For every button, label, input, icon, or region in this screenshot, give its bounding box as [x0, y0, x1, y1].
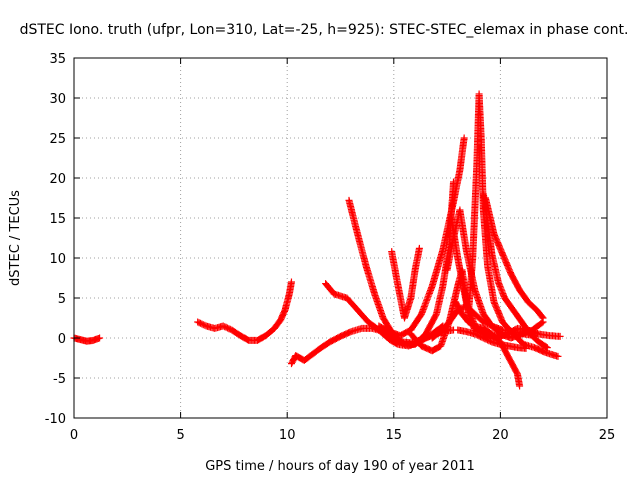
- series-arc-16: [454, 326, 530, 352]
- series-markers: [375, 134, 468, 340]
- x-tick-label: 25: [599, 428, 616, 443]
- y-tick-label: -5: [53, 372, 66, 387]
- series-arc-7: [375, 134, 468, 340]
- series-markers: [388, 244, 423, 322]
- data-series: [70, 90, 564, 390]
- plot-frame: [73, 57, 608, 419]
- y-tick-label: -10: [45, 412, 66, 427]
- series-markers: [482, 194, 547, 322]
- series-arc-1: [70, 334, 104, 345]
- chart-title: dSTEC Iono. truth (ufpr, Lon=310, Lat=-2…: [20, 22, 629, 38]
- series-arc-14: [482, 194, 547, 322]
- series-markers: [70, 334, 104, 345]
- y-tick-label: 30: [49, 92, 66, 107]
- x-axis-title: GPS time / hours of day 190 of year 2011: [205, 459, 475, 474]
- y-tick-label: 25: [49, 132, 66, 147]
- series-markers: [345, 196, 457, 347]
- x-tick-label: 20: [492, 428, 509, 443]
- x-tick-label: 10: [279, 428, 296, 443]
- y-tick-label: 35: [49, 52, 66, 67]
- series-arc-15: [428, 302, 547, 342]
- series-markers: [454, 326, 530, 352]
- series-arc-5: [345, 196, 457, 347]
- x-tick-label: 0: [70, 428, 78, 443]
- series-arc-2: [194, 278, 295, 344]
- grid: [74, 58, 607, 418]
- axis-ticks: 0 5 10 15 20 25 -10 -5 0 5 10 15 20 25 30 35: [45, 52, 616, 443]
- series-arc-6: [388, 244, 423, 322]
- series-markers: [428, 302, 547, 342]
- y-tick-label: 15: [49, 212, 66, 227]
- y-tick-label: 5: [58, 292, 66, 307]
- series-markers: [194, 278, 295, 344]
- y-tick-label: 0: [58, 332, 66, 347]
- y-axis-title: dSTEC / TECUs: [8, 190, 23, 286]
- y-tick-label: 10: [49, 252, 66, 267]
- x-tick-label: 15: [386, 428, 403, 443]
- x-tick-label: 5: [176, 428, 184, 443]
- y-tick-label: 20: [49, 172, 66, 187]
